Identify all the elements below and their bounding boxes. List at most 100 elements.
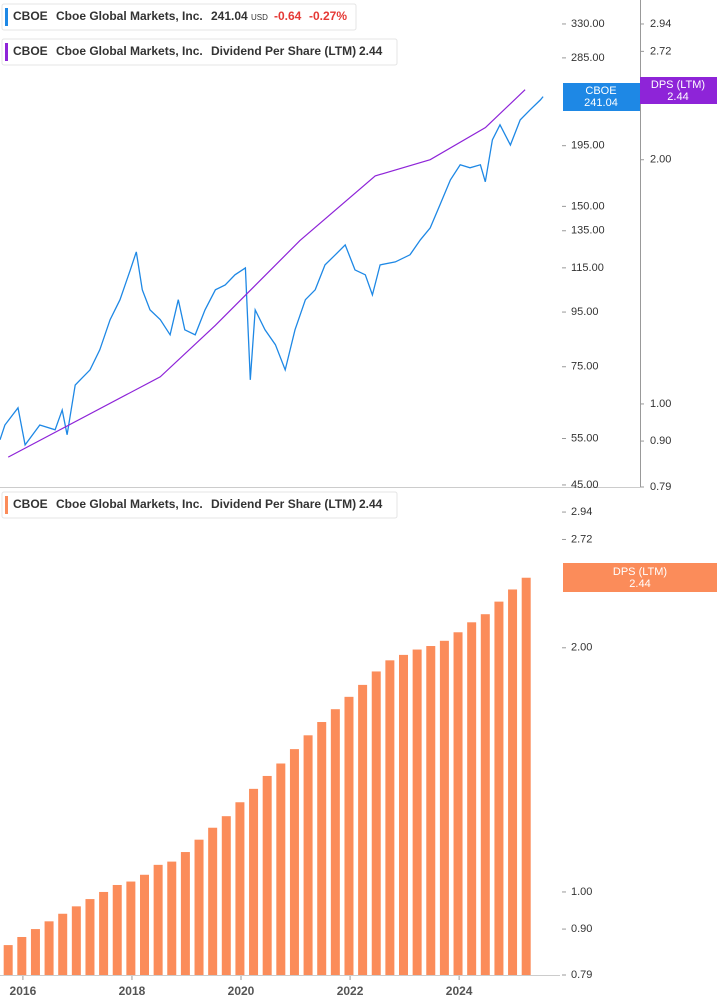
y-tick-label: 55.00 [571, 432, 599, 444]
price-badge [563, 83, 640, 111]
y-tick-label: 150.00 [571, 200, 605, 212]
bar [194, 839, 204, 975]
bar [208, 827, 218, 975]
y-tick-label: 135.00 [571, 225, 605, 237]
bar [44, 921, 54, 975]
bar [126, 881, 136, 975]
badge-metric: DPS (LTM) [613, 566, 667, 578]
bar [3, 945, 13, 975]
bar [344, 696, 354, 975]
legend-swatch [5, 496, 8, 514]
bar [58, 913, 68, 975]
x-tick-label: 2018 [119, 984, 146, 998]
legend-value: 2.44 [359, 497, 383, 511]
legend-company: Cboe Global Markets, Inc. [56, 44, 203, 58]
badge-value: 2.44 [629, 578, 650, 590]
bar [439, 640, 449, 975]
legend-swatch [5, 8, 8, 26]
bar [167, 861, 177, 975]
y-tick-label: 195.00 [571, 140, 605, 152]
bar [99, 891, 109, 975]
y-tick-label: 45.00 [571, 479, 599, 491]
bar [399, 654, 409, 975]
legend-box [1, 491, 398, 519]
legend-swatch [5, 43, 8, 61]
legend-ticker: CBOE [13, 9, 48, 23]
bar [17, 936, 27, 975]
legend-ticker: CBOE [13, 497, 48, 511]
y-tick-label: 2.94 [650, 18, 671, 30]
bar [153, 864, 163, 975]
legend-box [1, 3, 357, 31]
bar-badge [563, 563, 717, 592]
y-tick-label: 2.00 [650, 154, 671, 166]
legend-metric: Dividend Per Share (LTM) [211, 497, 356, 511]
y-tick-label: 1.00 [571, 886, 592, 898]
legend-change-pct: -0.27% [309, 9, 347, 23]
x-tick-label: 2016 [10, 984, 37, 998]
y-tick-label: 0.90 [571, 923, 592, 935]
bar [303, 735, 313, 975]
y-tick-label: 75.00 [571, 361, 599, 373]
bar [249, 788, 259, 975]
bar [71, 906, 81, 975]
y-tick-label: 115.00 [571, 262, 604, 274]
bar [385, 660, 395, 975]
bar [262, 775, 272, 975]
dps-badge [640, 77, 717, 104]
bar [139, 874, 149, 975]
x-tick-label: 2022 [337, 984, 364, 998]
legend-company: Cboe Global Markets, Inc. [56, 497, 203, 511]
badge-ticker: CBOE [585, 85, 616, 97]
y-tick-label: 0.79 [571, 969, 592, 981]
legend-currency: USD [251, 13, 268, 22]
y-tick-label: 1.00 [650, 398, 671, 410]
y-tick-label: 285.00 [571, 52, 605, 64]
bar [521, 577, 531, 975]
bar [289, 749, 299, 975]
y-tick-label: 2.72 [571, 533, 592, 545]
legend-box [1, 38, 398, 66]
legend-value: 2.44 [359, 44, 383, 58]
bar [426, 646, 436, 975]
bar [358, 684, 368, 975]
bar [112, 884, 122, 975]
legend-ticker: CBOE [13, 44, 48, 58]
bar [221, 816, 231, 975]
badge-metric: DPS (LTM) [651, 79, 705, 91]
bar [494, 601, 504, 975]
bar [453, 632, 463, 975]
legend-dps: CBOE Cboe Global Markets, Inc. Dividend … [1, 38, 398, 66]
legend-change: -0.64 [274, 9, 302, 23]
y-tick-label: 95.00 [571, 306, 599, 318]
bar [317, 722, 327, 975]
bar [180, 852, 190, 975]
bar [85, 899, 95, 975]
bar [276, 763, 286, 975]
x-tick-label: 2020 [228, 984, 255, 998]
bar [467, 622, 477, 975]
bar [235, 802, 245, 975]
bar [480, 614, 490, 975]
legend-price: 241.04 [211, 9, 248, 23]
legend-company: Cboe Global Markets, Inc. [56, 9, 203, 23]
bar [30, 929, 40, 975]
badge-value: 2.44 [667, 91, 688, 103]
legend-bars: CBOE Cboe Global Markets, Inc. Dividend … [1, 491, 398, 519]
legend-metric: Dividend Per Share (LTM) [211, 44, 356, 58]
y-tick-label: 2.00 [571, 642, 592, 654]
y-tick-label: 330.00 [571, 18, 605, 30]
y-tick-label: 2.72 [650, 45, 671, 57]
y-tick-label: 2.94 [571, 506, 592, 518]
series-line [7, 89, 526, 458]
y-tick-label: 0.90 [650, 435, 671, 447]
x-tick-label: 2024 [446, 984, 473, 998]
badge-price: 241.04 [584, 97, 618, 109]
bar [508, 589, 518, 975]
y-tick-label: 0.79 [650, 481, 671, 493]
bar [412, 649, 422, 975]
bar [371, 671, 381, 975]
legend-price: CBOE Cboe Global Markets, Inc. 241.04 US… [1, 3, 357, 31]
series-line [0, 96, 544, 447]
